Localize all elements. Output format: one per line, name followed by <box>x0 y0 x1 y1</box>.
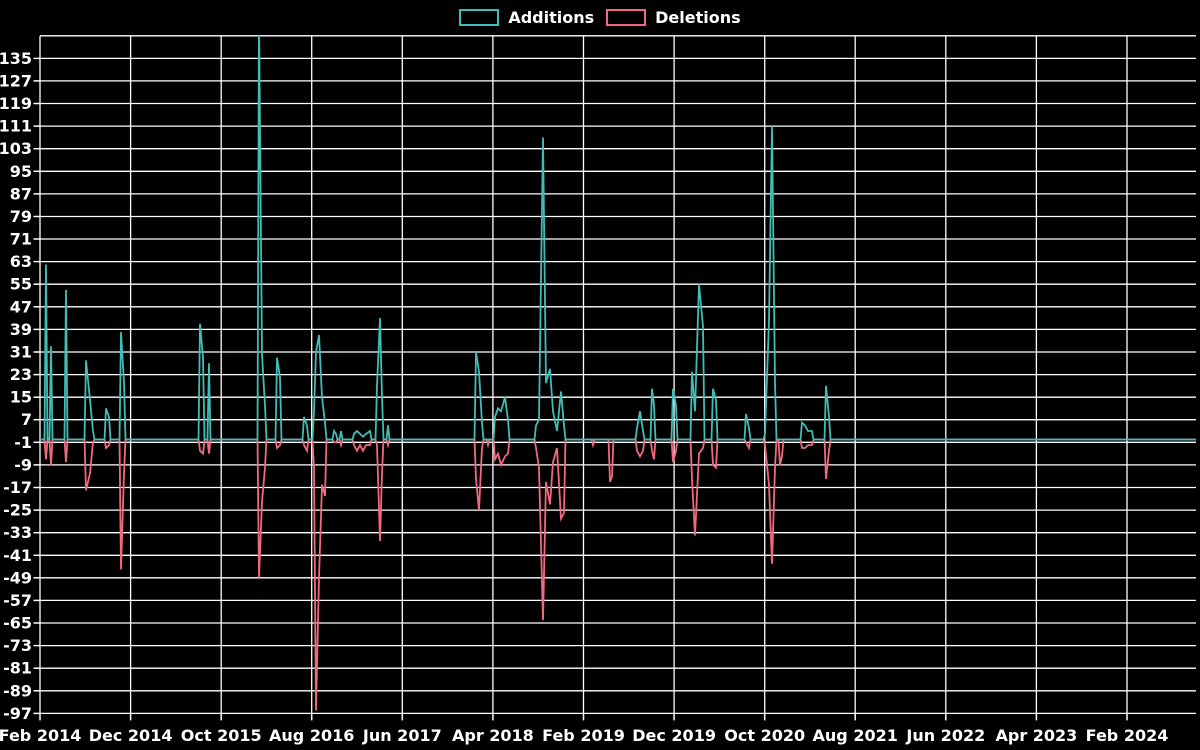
y-tick-label: 31 <box>10 343 32 362</box>
x-tick-label: Jun 2022 <box>905 726 985 745</box>
y-tick-label: 135 <box>0 49 32 68</box>
y-tick-label: -25 <box>3 501 32 520</box>
y-tick-label: -33 <box>3 523 32 542</box>
y-tick-label: -97 <box>3 704 32 723</box>
x-tick-label: Oct 2020 <box>724 726 805 745</box>
y-tick-label: -9 <box>14 455 32 474</box>
x-tick-label: Dec 2014 <box>89 726 173 745</box>
x-tick-label: Dec 2019 <box>632 726 716 745</box>
x-tick-label: Feb 2014 <box>0 726 81 745</box>
y-tick-label: 71 <box>10 230 32 249</box>
y-tick-label: 127 <box>0 71 32 90</box>
legend-label-deletions: Deletions <box>655 8 741 27</box>
legend-item-additions: Additions <box>459 8 594 27</box>
y-tick-label: -41 <box>3 546 32 565</box>
y-tick-label: 47 <box>10 297 32 316</box>
y-tick-label: 103 <box>0 139 32 158</box>
y-tick-label: 23 <box>10 365 32 384</box>
y-tick-label: 95 <box>10 162 32 181</box>
x-tick-label: Feb 2024 <box>1086 726 1169 745</box>
additions-swatch <box>459 9 500 26</box>
y-tick-label: -73 <box>3 636 32 655</box>
x-tick-label: Apr 2023 <box>995 726 1077 745</box>
y-tick-label: 111 <box>0 117 32 136</box>
y-tick-label: 7 <box>21 410 32 429</box>
chart-legend: Additions Deletions <box>0 8 1200 27</box>
deletions-swatch <box>606 9 647 26</box>
x-tick-label: Feb 2019 <box>542 726 625 745</box>
y-tick-label: -57 <box>3 591 32 610</box>
x-tick-label: Aug 2021 <box>813 726 898 745</box>
y-tick-label: 55 <box>10 275 32 294</box>
legend-item-deletions: Deletions <box>606 8 741 27</box>
y-tick-label: -1 <box>14 433 32 452</box>
x-tick-label: Jun 2017 <box>362 726 442 745</box>
additions-line <box>40 35 1196 441</box>
y-tick-label: -89 <box>3 681 32 700</box>
x-tick-label: Apr 2018 <box>452 726 534 745</box>
y-tick-label: 15 <box>10 388 32 407</box>
y-tick-label: 87 <box>10 184 32 203</box>
y-tick-label: -81 <box>3 659 32 678</box>
y-tick-label: 79 <box>10 207 32 226</box>
y-tick-label: 63 <box>10 252 32 271</box>
y-tick-label: 39 <box>10 320 32 339</box>
legend-label-additions: Additions <box>508 8 595 27</box>
deletions-line <box>40 438 1196 711</box>
x-tick-label: Oct 2015 <box>181 726 262 745</box>
y-tick-label: -65 <box>3 614 32 633</box>
x-tick-label: Aug 2016 <box>269 726 354 745</box>
y-tick-label: -17 <box>3 478 32 497</box>
y-tick-label: 119 <box>0 94 32 113</box>
y-tick-label: -49 <box>3 568 32 587</box>
